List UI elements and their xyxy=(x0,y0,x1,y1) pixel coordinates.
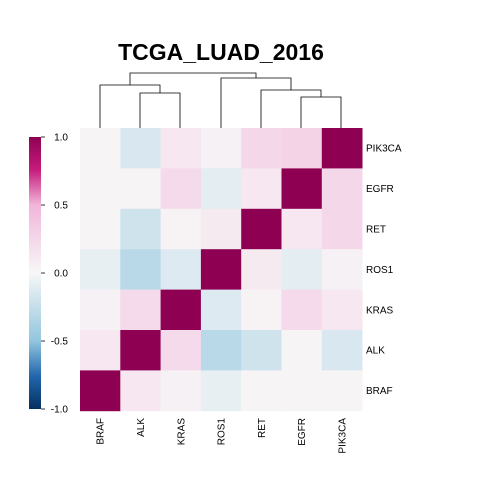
heatmap-cell xyxy=(80,370,121,412)
heatmap-cell xyxy=(321,249,363,290)
heatmap-cell xyxy=(80,128,121,169)
dendrogram-link xyxy=(129,72,257,85)
column-labels: BRAF ALK KRAS ROS1 RET EGFR PIK3CA xyxy=(96,418,349,454)
heatmap-cell xyxy=(241,289,282,331)
heatmap-cell xyxy=(241,168,282,210)
dendrogram-link xyxy=(260,89,322,128)
heatmap-cell xyxy=(281,249,323,290)
heatmap-cell xyxy=(80,168,121,210)
chart-title: TCGA_LUAD_2016 xyxy=(118,39,324,65)
heatmap-cell xyxy=(160,370,202,412)
heatmap-cell xyxy=(120,370,161,412)
heatmap-cell xyxy=(241,208,282,250)
heatmap-cell xyxy=(200,370,242,412)
heatmap-cell xyxy=(200,128,242,169)
heatmap-cell xyxy=(80,208,121,250)
dendrogram-link xyxy=(139,92,181,128)
heatmap-cells xyxy=(80,128,363,412)
heatmap-cell xyxy=(160,208,202,250)
dendrogram-link xyxy=(300,96,342,128)
heatmap-cell xyxy=(321,330,363,371)
column-label: ALK xyxy=(136,418,147,437)
heatmap-cell xyxy=(120,289,161,331)
heatmap-cell xyxy=(281,330,323,371)
heatmap-cell xyxy=(200,168,242,210)
heatmap-cell xyxy=(281,128,323,169)
heatmap-cell xyxy=(160,128,202,169)
column-dendrogram xyxy=(99,72,342,128)
heatmap-cell xyxy=(281,289,323,331)
row-label: ROS1 xyxy=(366,265,394,276)
column-label: RET xyxy=(257,418,268,438)
heatmap-cell xyxy=(160,289,202,331)
heatmap-cell xyxy=(160,330,202,371)
heatmap-cell xyxy=(321,289,363,331)
row-label: KRAS xyxy=(366,305,394,316)
heatmap-cell xyxy=(120,330,161,371)
heatmap-cell xyxy=(241,370,282,412)
heatmap-cell xyxy=(160,249,202,290)
heatmap-cell xyxy=(200,289,242,331)
row-label: RET xyxy=(366,225,386,236)
heatmap-cell xyxy=(321,370,363,412)
column-label: EGFR xyxy=(297,418,308,446)
colorbar-tick-label: -0.5 xyxy=(51,337,69,348)
colorbar-tick-label: -1.0 xyxy=(51,405,69,416)
column-label: ROS1 xyxy=(217,418,228,446)
colorbar-tick-label: 0.0 xyxy=(54,269,68,280)
column-label: BRAF xyxy=(96,418,107,445)
colorbar-tick-label: 0.5 xyxy=(54,201,68,212)
heatmap-cell xyxy=(281,208,323,250)
heatmap-cell xyxy=(321,208,363,250)
column-label: KRAS xyxy=(176,418,187,446)
heatmap-cell xyxy=(281,370,323,412)
heatmap-cell xyxy=(200,208,242,250)
row-label: BRAF xyxy=(366,386,393,397)
heatmap-cell xyxy=(200,330,242,371)
row-label: PIK3CA xyxy=(366,144,402,155)
heatmap-cell xyxy=(241,249,282,290)
row-label: ALK xyxy=(366,346,385,357)
colorbar-tick-label: 1.0 xyxy=(54,133,68,144)
heatmap-cell xyxy=(321,168,363,210)
dendrogram-link xyxy=(99,84,161,128)
colorbar-ticks: 1.0 0.5 0.0 -0.5 -1.0 xyxy=(41,133,68,416)
heatmap-cell xyxy=(120,128,161,169)
heatmap-cell xyxy=(80,289,121,331)
colorbar: 1.0 0.5 0.0 -0.5 -1.0 xyxy=(29,133,68,416)
heatmap-cell xyxy=(281,168,323,210)
heatmap-cell xyxy=(200,249,242,290)
heatmap-cell xyxy=(120,208,161,250)
heatmap-cell xyxy=(321,128,363,169)
heatmap-cell xyxy=(160,168,202,210)
heatmap-cell xyxy=(120,168,161,210)
heatmap-cell xyxy=(241,330,282,371)
row-labels: PIK3CA EGFR RET ROS1 KRAS ALK BRAF xyxy=(366,144,402,397)
heatmap-cell xyxy=(120,249,161,290)
heatmap-cell xyxy=(80,330,121,371)
column-label: PIK3CA xyxy=(337,418,348,454)
heatmap-cell xyxy=(80,249,121,290)
heatmap-cell xyxy=(241,128,282,169)
colorbar-gradient xyxy=(29,137,41,409)
dendrogram-link xyxy=(220,77,292,128)
row-label: EGFR xyxy=(366,184,394,195)
